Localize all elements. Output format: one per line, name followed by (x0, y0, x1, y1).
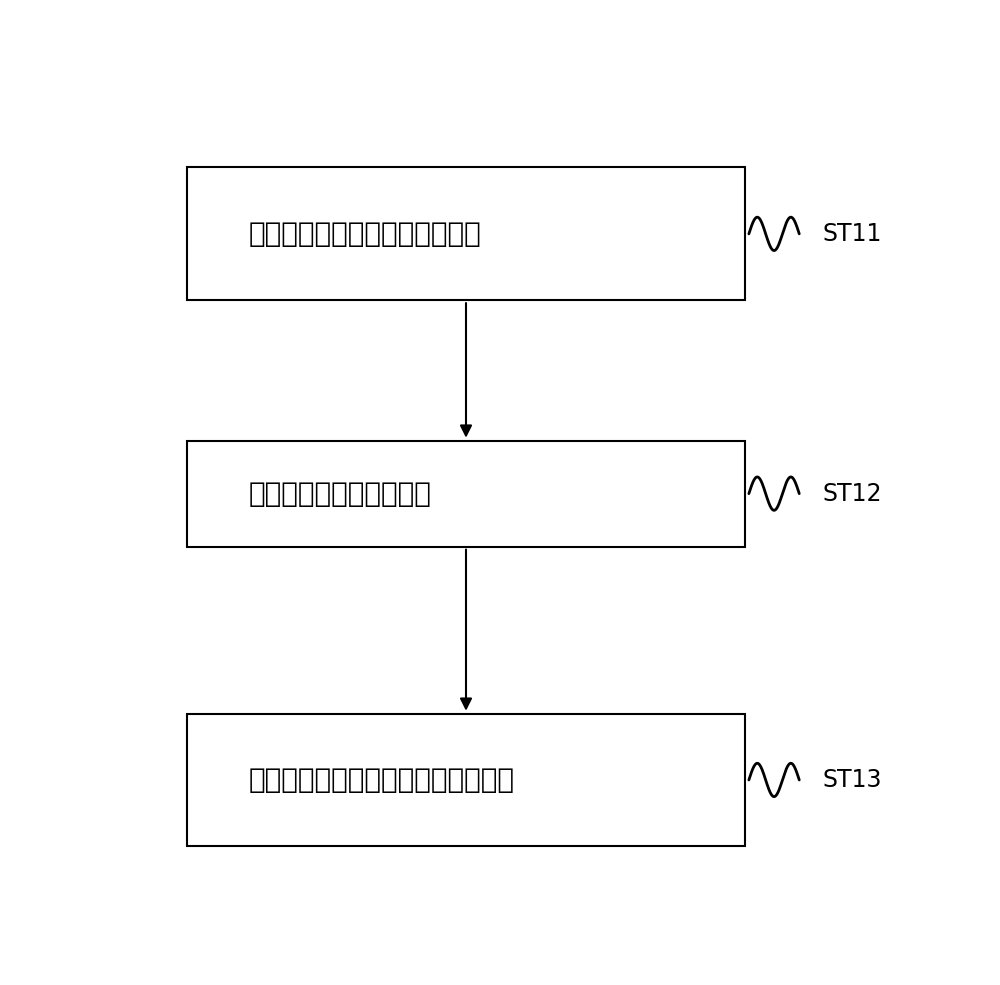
Text: 基于所设定的放电模式，控制放电量: 基于所设定的放电模式，控制放电量 (249, 766, 515, 794)
Bar (187, 713, 745, 846)
Text: ST11: ST11 (822, 222, 882, 246)
Text: ST13: ST13 (822, 768, 882, 792)
Text: 存储用户设定的放电模式: 存储用户设定的放电模式 (249, 480, 432, 507)
Bar (187, 440, 745, 547)
Text: ST12: ST12 (822, 482, 882, 505)
Bar (187, 167, 745, 300)
Text: 用户通过设定画面设定放电模式: 用户通过设定画面设定放电模式 (249, 220, 482, 248)
